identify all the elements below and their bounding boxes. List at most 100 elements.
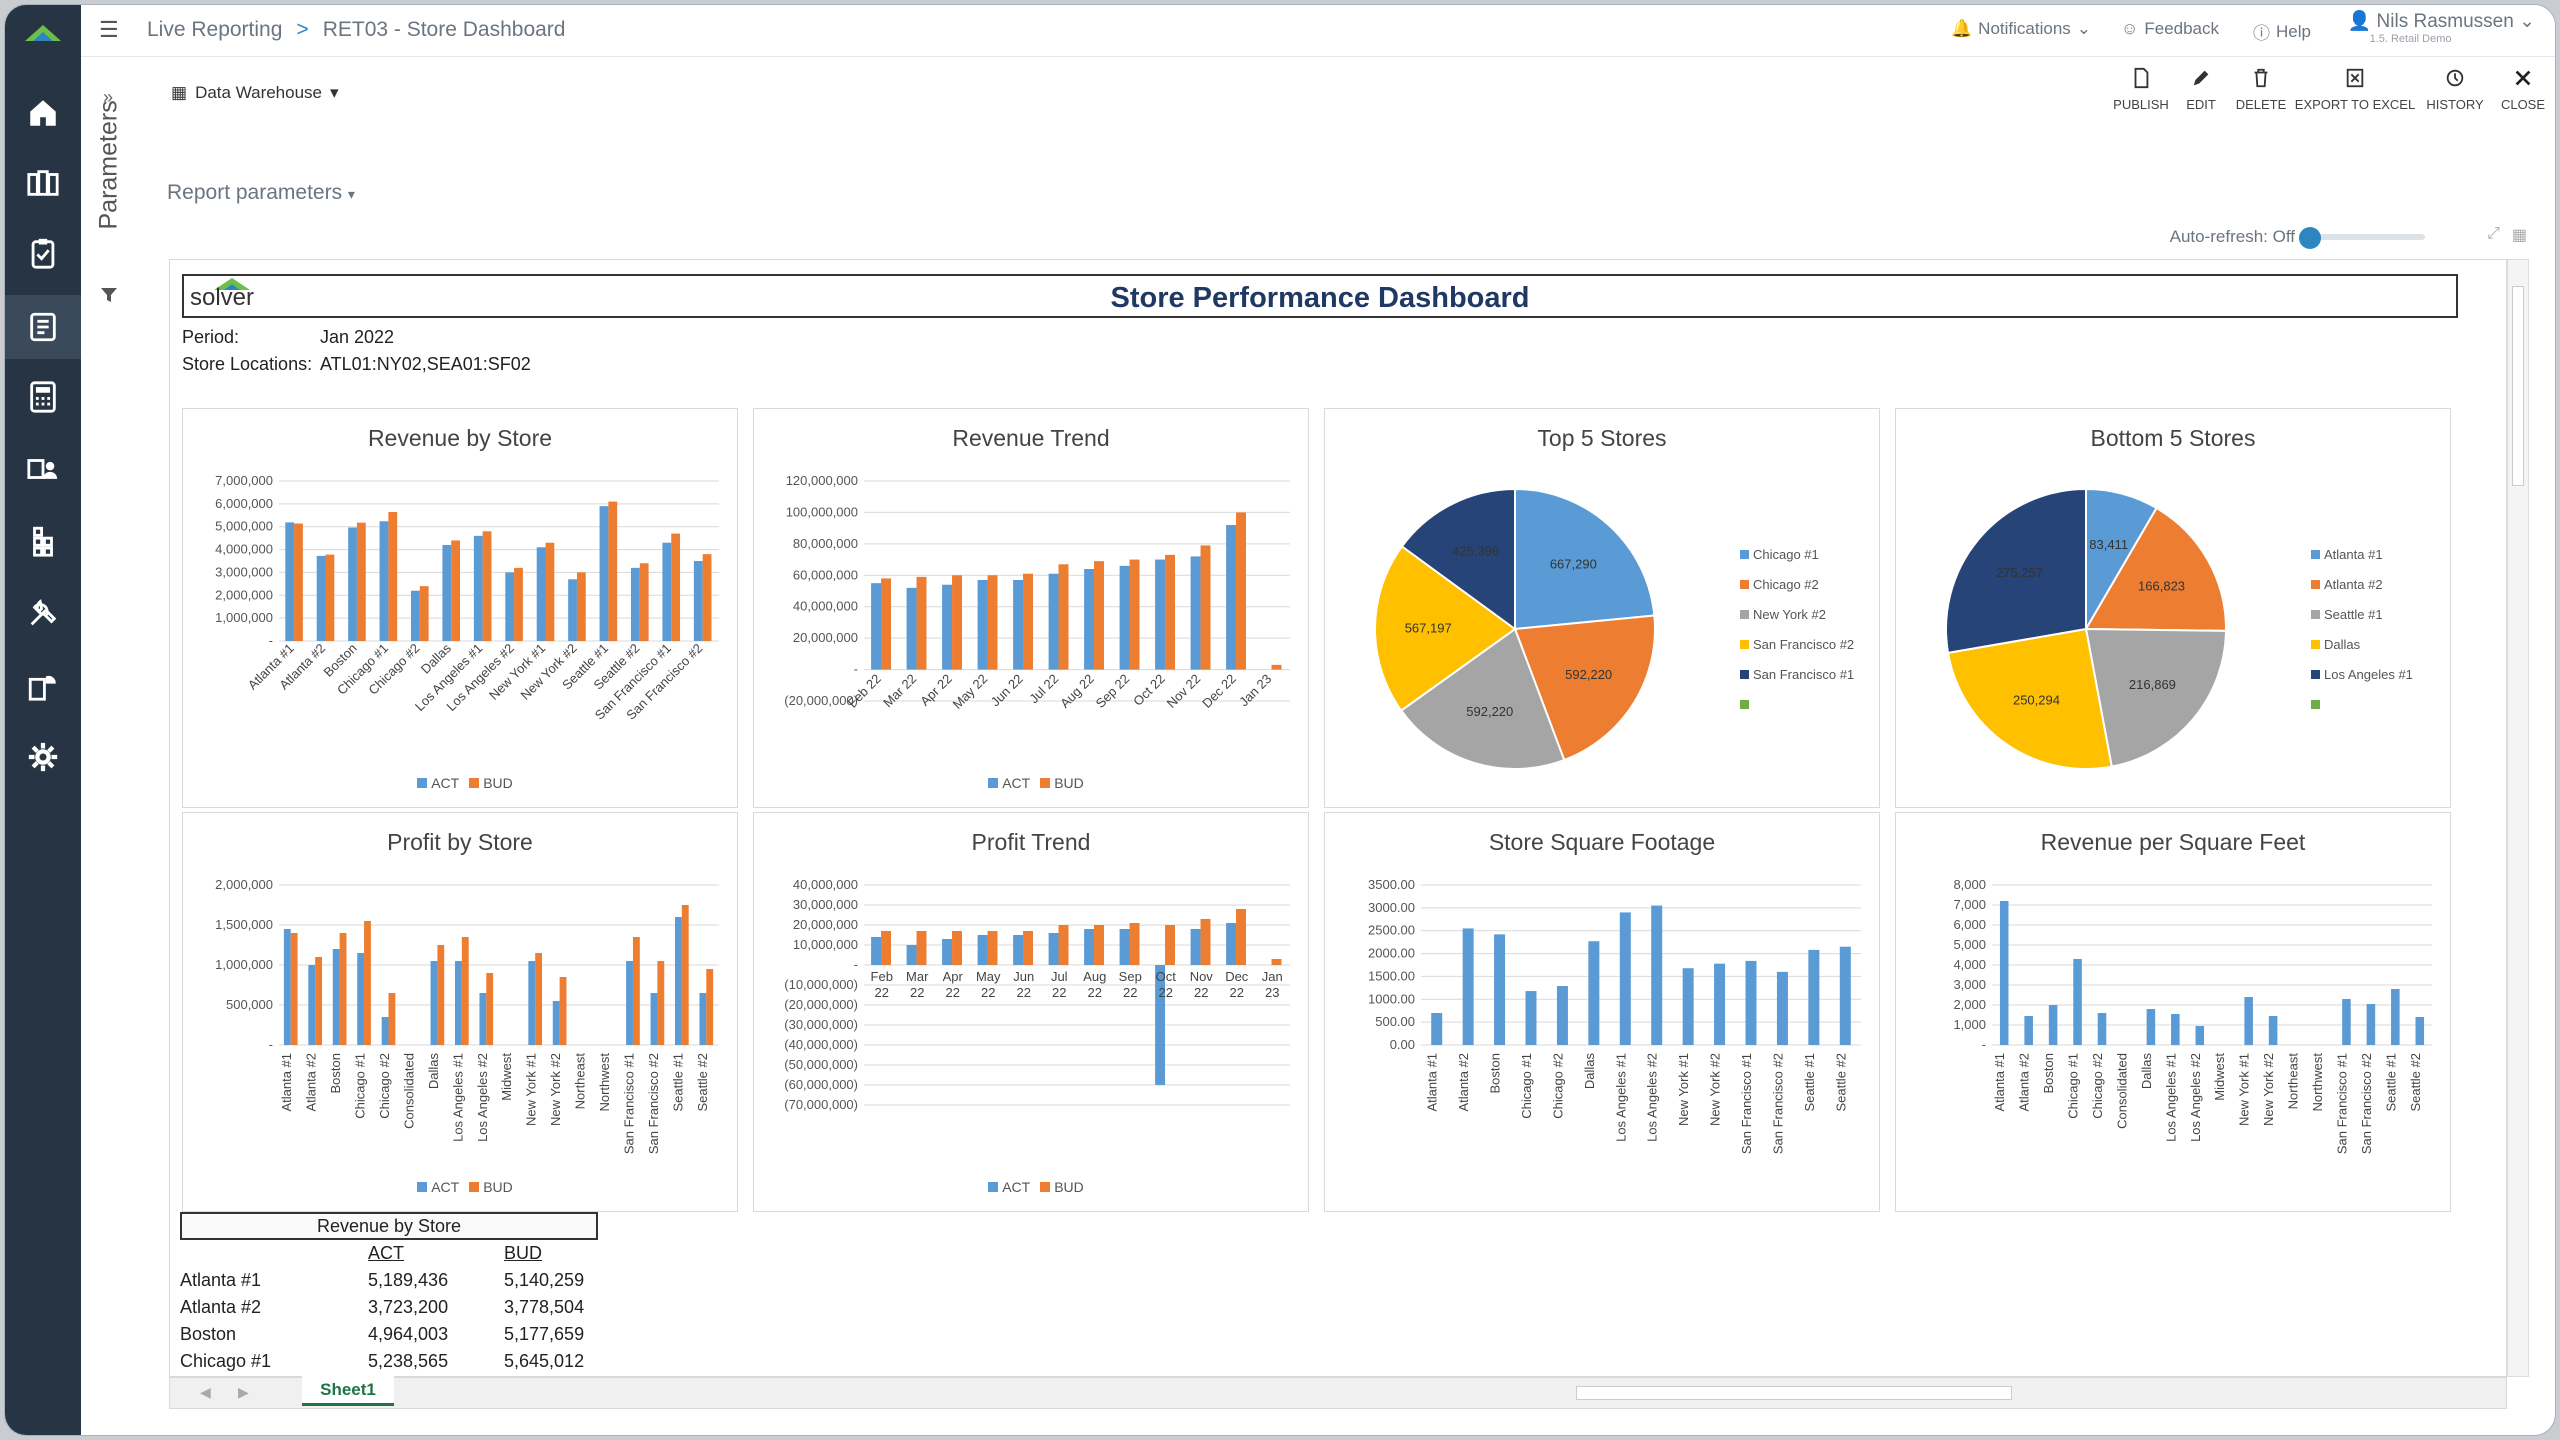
settings-icon[interactable] xyxy=(23,737,63,777)
bar-bud-chicago-1 xyxy=(388,511,398,641)
auto-refresh-knob[interactable] xyxy=(2299,227,2321,249)
modules-icon[interactable] xyxy=(23,521,63,561)
y-tick-label: 100,000,000 xyxy=(786,504,858,519)
chart-title: Profit Trend xyxy=(971,829,1091,855)
table-cell: Atlanta #1 xyxy=(180,1270,262,1290)
table-row: Chicago #1 5,238,565 5,645,012 xyxy=(180,1348,604,1375)
edit-button[interactable]: EDIT xyxy=(2171,67,2231,112)
publish-button[interactable]: PUBLISH xyxy=(2111,67,2171,112)
delete-button[interactable]: DELETE xyxy=(2231,67,2291,112)
pie-data-label: 166,823 xyxy=(2138,578,2185,593)
bar-act-aug-22 xyxy=(1084,569,1095,670)
y-tick-label: (20,000,000) xyxy=(784,693,858,708)
x-tick-label: 22 xyxy=(910,985,924,1000)
bar-bud-sep-22 xyxy=(1129,923,1140,965)
x-tick-label: Oct 22 xyxy=(1130,671,1168,709)
bar-bud-los-angeles-2 xyxy=(514,567,523,641)
tools-icon[interactable] xyxy=(23,593,63,633)
solver-logo-icon[interactable] xyxy=(23,19,63,47)
legend-entry: BUD xyxy=(483,775,513,791)
bar-square-footage-new-york-2 xyxy=(1714,963,1726,1045)
close-button[interactable]: CLOSE xyxy=(2491,67,2555,112)
data-source-dropdown[interactable]: ▦ Data Warehouse ▾ xyxy=(171,83,339,103)
clipboard-icon[interactable] xyxy=(23,233,63,273)
grid-icon[interactable]: ▦ xyxy=(2511,227,2527,244)
vertical-scroll-thumb[interactable] xyxy=(2512,286,2524,486)
pie-slice-chicago-2 xyxy=(1513,614,1656,762)
table-cell: 4,964,003 xyxy=(368,1324,449,1344)
chart-panel-revenue-trend: Revenue Trend 120,000,000 100,000,000 80,00… xyxy=(753,408,1309,808)
x-tick-label: Feb 22 xyxy=(845,671,884,710)
expand-parameters-icon[interactable]: » xyxy=(103,87,114,107)
breadcrumb-live-reporting[interactable]: Live Reporting xyxy=(147,18,283,41)
report-parameters-toggle[interactable]: Report parameters ▾ xyxy=(167,181,355,205)
breadcrumb-current-report: RET03 - Store Dashboard xyxy=(322,18,566,41)
home-icon[interactable] xyxy=(23,93,63,133)
legend-swatch xyxy=(2311,640,2320,649)
bar-bud-jun-22 xyxy=(1023,931,1033,965)
bar-act-los-angeles-1 xyxy=(455,961,462,1045)
legend-entry: San Francisco #1 xyxy=(1753,667,1854,682)
chart-title: Profit by Store xyxy=(387,829,533,855)
export-to-excel-button[interactable]: EXPORT TO EXCEL xyxy=(2291,67,2419,112)
bar-bud-mar-22 xyxy=(916,576,927,670)
vertical-scrollbar[interactable] xyxy=(2507,259,2529,1377)
bar-act-mar-22 xyxy=(906,587,917,670)
legend-entry: BUD xyxy=(483,1179,513,1195)
sheet-tab[interactable]: Sheet1 xyxy=(302,1376,394,1406)
hamburger-icon[interactable]: ☰ xyxy=(99,17,119,42)
y-tick-label: (70,000,000) xyxy=(784,1097,858,1112)
y-tick-label: 3500.00 xyxy=(1368,877,1415,892)
auto-refresh-toggle[interactable] xyxy=(2299,227,2425,249)
user-menu[interactable]: 👤 Nils Rasmussen ⌄ 1.5. Retail Demo xyxy=(2348,9,2535,45)
x-tick-label: Midwest xyxy=(499,1053,514,1101)
next-sheet-icon[interactable]: ▶ xyxy=(238,1384,249,1400)
bar-bud-seattle-2 xyxy=(706,969,714,1045)
prev-sheet-icon[interactable]: ◀ xyxy=(200,1384,211,1400)
user-name: Nils Rasmussen xyxy=(2376,11,2514,32)
table-header-act: ACT xyxy=(368,1243,404,1263)
chart-title: Revenue per Square Feet xyxy=(2040,829,2306,855)
table-row: Boston 4,964,003 5,177,659 xyxy=(180,1321,604,1348)
chart-panel-bottom-5-stores: Bottom 5 Stores 83,411 166,823 216,869 250,2… xyxy=(1895,408,2451,808)
y-tick-label: (30,000,000) xyxy=(784,1017,858,1032)
bar-bud-may-22 xyxy=(987,931,998,965)
history-button[interactable]: HISTORY xyxy=(2419,67,2491,112)
bar-bud-mar-22 xyxy=(916,931,927,965)
pie-slice-san-francisco-1 xyxy=(1400,487,1516,631)
y-tick-label: 10,000,000 xyxy=(793,937,858,952)
x-tick-label: New York #1 xyxy=(2237,1053,2252,1126)
bar-act-atlanta-1 xyxy=(283,929,291,1045)
bar-bud-atlanta-2 xyxy=(315,957,323,1045)
filter-icon[interactable] xyxy=(99,285,119,305)
help-button[interactable]: ⓘ Help xyxy=(2253,19,2311,44)
calculator-icon[interactable] xyxy=(23,377,63,417)
feedback-button[interactable]: ☺ Feedback xyxy=(2121,19,2219,39)
x-tick-label: Seattle #1 xyxy=(2383,1053,2398,1112)
reports-icon[interactable] xyxy=(23,163,63,203)
bar-square-footage-san-francisco-1 xyxy=(1745,960,1757,1045)
x-tick-label: New York #2 xyxy=(1708,1053,1723,1126)
user-files-icon[interactable] xyxy=(23,449,63,489)
legend-swatch xyxy=(469,1182,480,1192)
table-header-row: ACT BUD xyxy=(180,1240,604,1267)
y-tick-label: 60,000,000 xyxy=(793,567,858,582)
parameters-label[interactable]: Parameters xyxy=(94,100,123,230)
x-tick-label: 22 xyxy=(981,985,995,1000)
legend-swatch xyxy=(2311,610,2320,619)
data-icon[interactable] xyxy=(23,665,63,705)
legend-entry: Atlanta #1 xyxy=(2324,547,2383,562)
x-tick-label: Boston xyxy=(2041,1053,2056,1093)
auto-refresh-label: Auto-refresh: Off xyxy=(2169,227,2295,246)
legend-swatch xyxy=(469,778,480,788)
y-tick-label: - xyxy=(269,633,273,648)
live-report-icon[interactable] xyxy=(5,295,81,359)
legend-swatch xyxy=(1740,550,1749,559)
notifications-button[interactable]: 🔔 Notifications ⌄ xyxy=(1951,19,2091,39)
bar-bud-may-22 xyxy=(987,575,998,670)
user-subtitle: 1.5. Retail Demo xyxy=(2369,33,2452,45)
pie-slice-chicago-1 xyxy=(1514,487,1656,631)
bar-bud-boston xyxy=(356,522,366,641)
expand-icon[interactable]: ⤢ xyxy=(2487,225,2500,242)
horizontal-scrollbar[interactable] xyxy=(1576,1386,2012,1400)
